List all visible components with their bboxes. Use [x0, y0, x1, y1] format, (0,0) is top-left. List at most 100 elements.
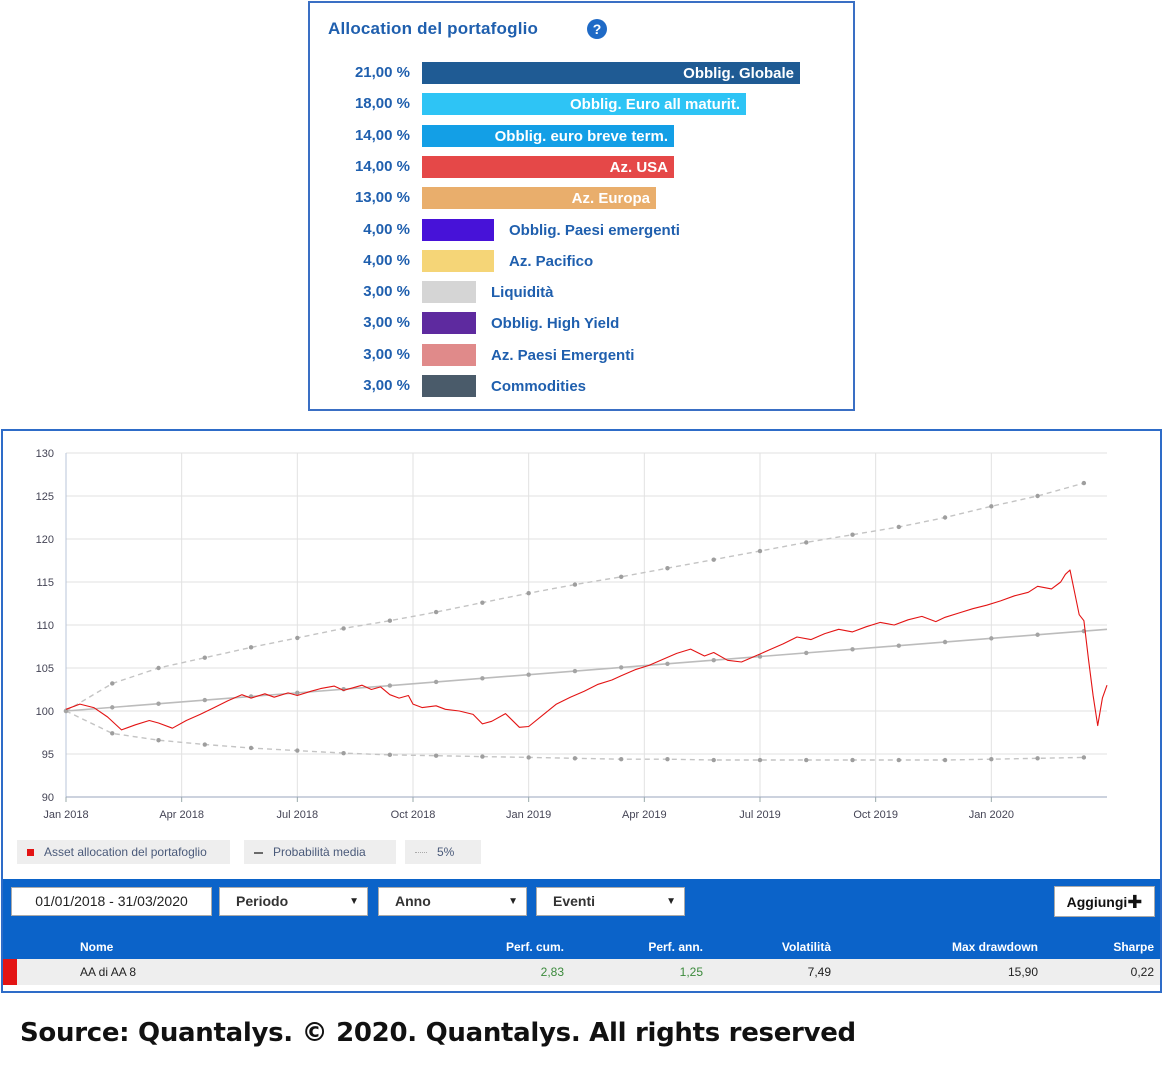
cell-volatilita: 7,49 [807, 965, 831, 979]
table-row[interactable]: AA di AA 8 2,83 1,25 7,49 15,90 0,22 [3, 959, 1160, 985]
allocation-row: 13,00 % Az. Europa [310, 187, 855, 210]
series-5pct-point [850, 757, 855, 763]
add-button-label: Aggiungi [1066, 894, 1128, 910]
legend-square-icon [27, 849, 34, 857]
series-5pct-line [65, 482, 1085, 712]
allocation-percent: 21,00 % [354, 64, 410, 81]
allocation-title: Allocation del portafoglio [328, 19, 539, 38]
allocation-bar[interactable] [422, 281, 476, 304]
anno-select[interactable]: Anno ▼ [378, 887, 527, 916]
series-5pct-point [1081, 480, 1087, 486]
legend-item-5pct[interactable]: 5% [405, 840, 481, 864]
performance-panel: 130 125 120 115 110 105 100 95 90 Jan 2018 Apr 201… [1, 429, 1162, 993]
performance-chart: 130 125 120 115 110 105 100 95 90 Jan 2018 Apr 201… [36, 448, 1108, 821]
cell-max-drawdown: 15,90 [1007, 965, 1038, 979]
series-5pct-point [295, 748, 300, 753]
allocation-row: 3,00 % Obblig. High Yield [310, 312, 855, 335]
series-portfolio-line [65, 569, 1108, 731]
allocation-percent: 13,00 % [354, 189, 410, 207]
series-median-point [433, 679, 439, 685]
allocation-bar[interactable]: Az. Europa [422, 187, 656, 210]
col-perf-ann[interactable]: Perf. ann. [648, 940, 703, 954]
allocation-label: Obblig. Globale [683, 65, 794, 82]
legend-label: Asset allocation del portafoglio [44, 845, 207, 859]
series-5pct-point [850, 532, 855, 537]
question-circle-icon[interactable]: ? [587, 19, 607, 39]
toolbar: 01/01/2018 - 31/03/2020 Periodo ▼ Anno ▼… [3, 879, 1160, 934]
series-median-point [63, 708, 69, 714]
y-tick-label: 95 [42, 749, 54, 761]
series-5pct-point [896, 757, 901, 763]
legend-item-portfolio[interactable]: Asset allocation del portafoglio [17, 840, 230, 864]
y-tick-label: 100 [36, 706, 54, 718]
col-perf-cum[interactable]: Perf. cum. [505, 940, 564, 954]
series-5pct-point [248, 645, 254, 650]
allocation-bar[interactable]: Obblig. Globale [422, 62, 800, 84]
row-color-marker [3, 959, 17, 985]
x-tick-label: Jan 2020 [969, 809, 1014, 821]
allocation-percent: 4,00 % [363, 251, 410, 269]
series-5pct-point [1081, 755, 1087, 760]
series-5pct-point [619, 574, 624, 580]
series-5pct-point [110, 731, 115, 736]
col-volatilita[interactable]: Volatilità [781, 940, 831, 954]
series-median-point [295, 690, 300, 696]
allocation-percent: 18,00 % [354, 95, 410, 113]
series-median-line [65, 628, 1108, 712]
col-max-drawdown[interactable]: Max drawdown [951, 940, 1038, 954]
series-5pct-point [110, 681, 115, 686]
allocation-bar[interactable] [422, 343, 476, 366]
series-5pct-point [202, 655, 207, 660]
series-5pct-line [65, 710, 1084, 761]
series-median-point [202, 697, 207, 703]
allocation-percent: 14,00 % [354, 157, 410, 175]
allocation-bar[interactable] [422, 375, 476, 397]
series-5pct-point [942, 515, 948, 520]
allocation-bar[interactable]: Obblig. Euro all maturit. [422, 93, 746, 116]
allocation-label: Obblig. Paesi emergenti [509, 221, 680, 239]
series-median-point [850, 647, 855, 652]
x-tick-label: Oct 2019 [853, 809, 898, 821]
x-tick-label: Apr 2019 [622, 809, 667, 821]
allocation-bar[interactable]: Obblig. euro breve term. [422, 124, 674, 147]
allocation-row: 3,00 % Liquidità [310, 281, 855, 304]
x-tick-label: Jul 2019 [739, 809, 781, 821]
allocation-row: 14,00 % Az. USA [310, 155, 855, 178]
series-5pct-point [341, 750, 346, 756]
series-5pct-point [989, 504, 994, 509]
cell-nome[interactable]: AA di AA 8 [80, 965, 137, 979]
series-5pct-point [757, 548, 763, 554]
series-median-point [711, 657, 716, 663]
eventi-select[interactable]: Eventi ▼ [536, 887, 685, 916]
allocation-bar[interactable]: Az. USA [422, 155, 674, 178]
col-sharpe[interactable]: Sharpe [1113, 940, 1154, 954]
allocation-row: 4,00 % Obblig. Paesi emergenti [310, 218, 855, 241]
series-5pct-point [572, 582, 578, 587]
allocation-label: Commodities [491, 378, 587, 395]
cell-perf-cum: 2,83 [540, 965, 564, 979]
legend-item-median[interactable]: Probabilità media [244, 840, 396, 864]
col-nome[interactable]: Nome [80, 940, 114, 954]
periodo-select[interactable]: Periodo ▼ [219, 887, 368, 916]
series-median-point [665, 661, 670, 666]
allocation-row: 4,00 % Az. Pacifico [310, 249, 855, 272]
add-button[interactable]: Aggiungi✚ [1054, 886, 1155, 917]
dropdown-arrow-icon: ▼ [666, 896, 676, 907]
y-tick-label: 120 [36, 534, 54, 546]
series-5pct-point [572, 756, 578, 761]
allocation-percent: 14,00 % [354, 126, 410, 144]
series-median-point [942, 639, 948, 645]
allocation-bar[interactable] [422, 312, 476, 335]
series-5pct-point [665, 566, 670, 571]
series-median-point [1035, 632, 1040, 637]
allocation-bar[interactable] [422, 249, 494, 272]
series-5pct-point [156, 738, 161, 743]
y-tick-label: 110 [36, 620, 54, 632]
series-5pct-point [711, 757, 716, 763]
date-range-input[interactable]: 01/01/2018 - 31/03/2020 [11, 887, 212, 916]
series-median-point [804, 650, 809, 656]
date-range-value: 01/01/2018 - 31/03/2020 [35, 893, 188, 909]
allocation-row: 3,00 % Commodities [310, 375, 855, 397]
series-5pct-point [757, 757, 763, 763]
allocation-bar[interactable] [422, 218, 494, 241]
